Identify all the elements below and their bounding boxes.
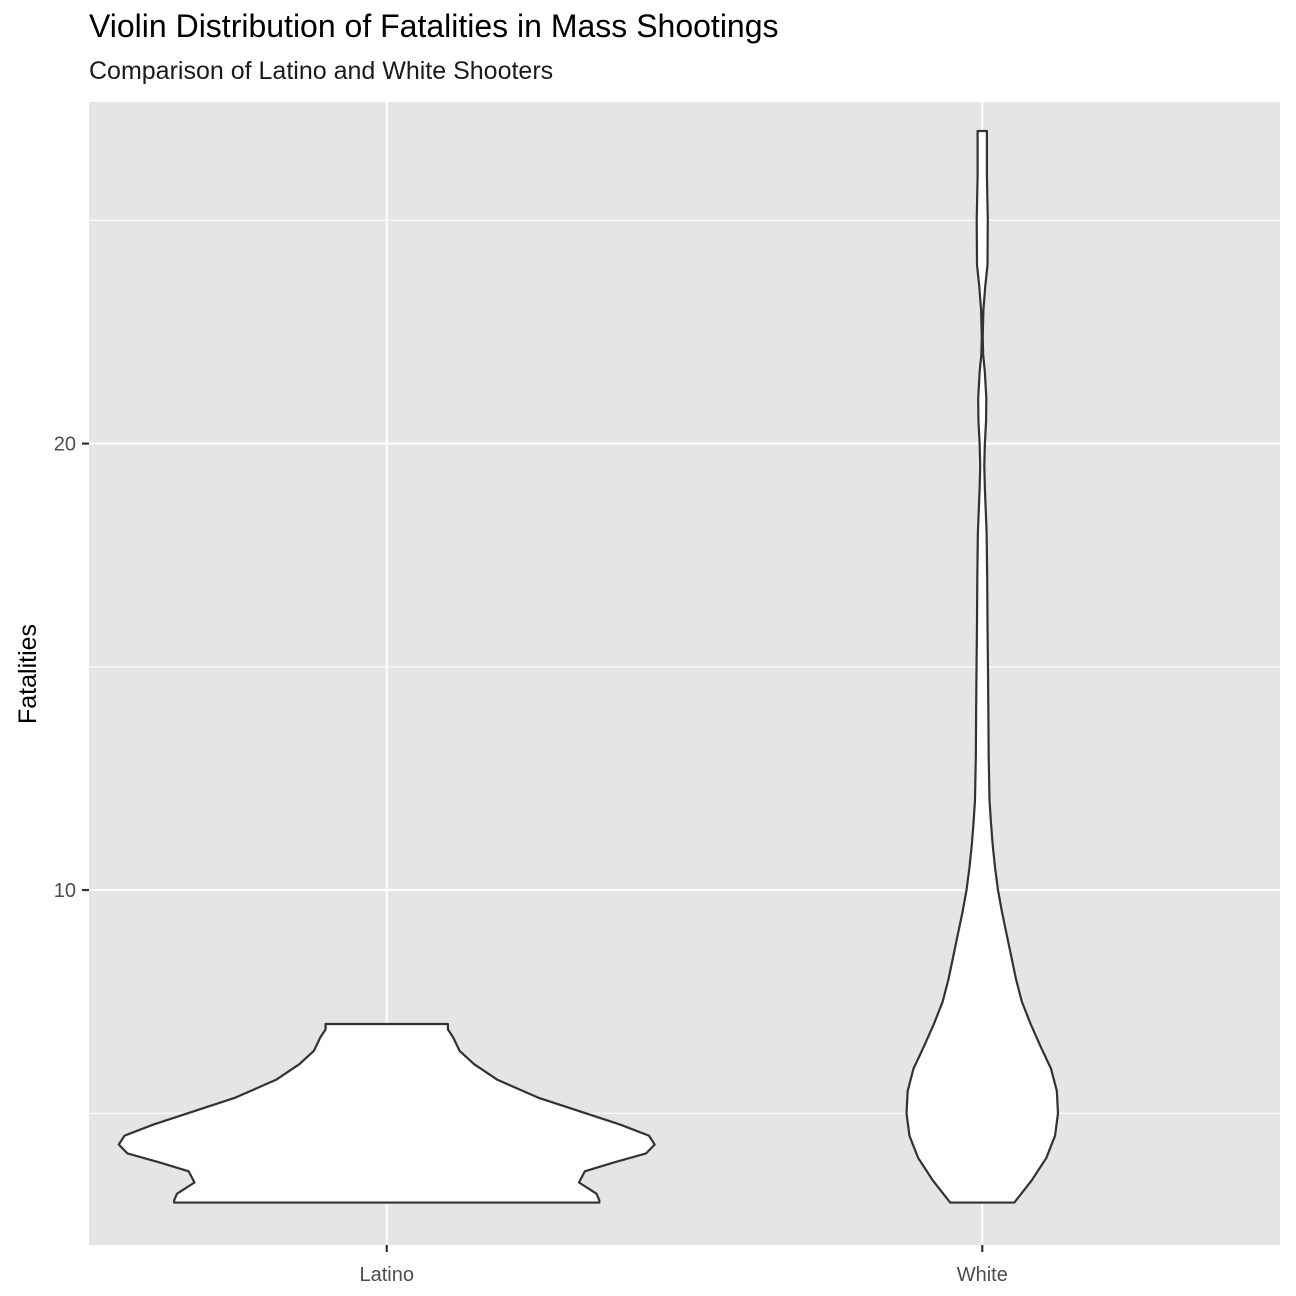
y-tick-label: 20 (54, 434, 76, 456)
violin-white (905, 129, 1060, 1204)
x-tick-label: Latino (360, 1264, 415, 1286)
chart-title: Violin Distribution of Fatalities in Mas… (89, 8, 779, 44)
violin-latino (117, 1022, 656, 1204)
x-tick-label: White (957, 1264, 1008, 1286)
violins (117, 129, 1060, 1204)
y-axis-title: Fatalities (14, 624, 42, 724)
axes: 10 20 Latino White (54, 434, 1008, 1286)
y-tick-label: 10 (54, 880, 76, 902)
chart-subtitle: Comparison of Latino and White Shooters (89, 57, 554, 85)
plot-panel (89, 102, 1280, 1245)
